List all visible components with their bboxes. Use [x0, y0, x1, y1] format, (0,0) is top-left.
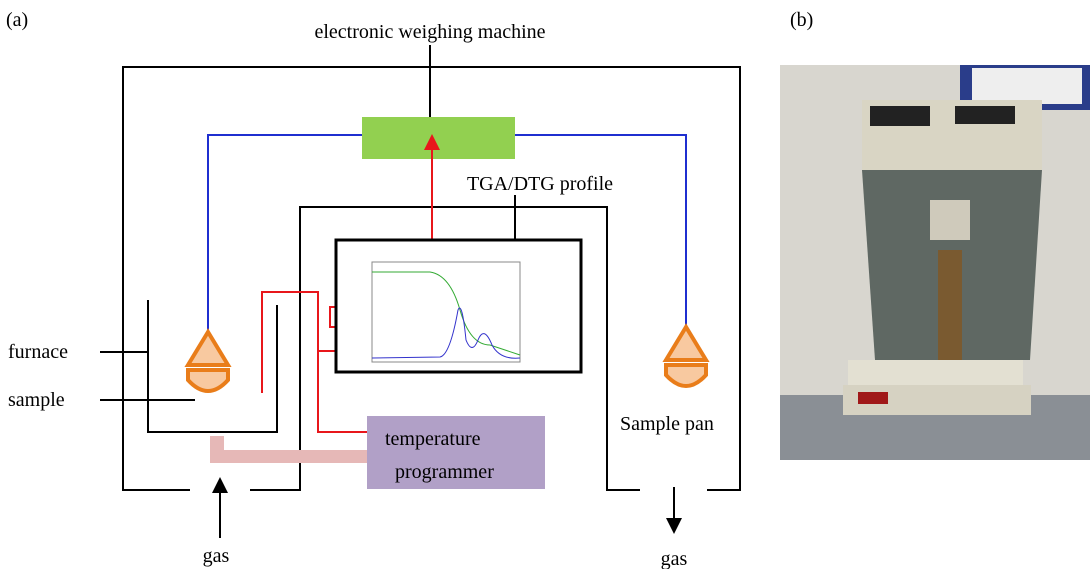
weighing-label: electronic weighing machine [314, 21, 545, 43]
balance [362, 117, 515, 159]
gas-label: gas [661, 548, 688, 569]
panel-label: (a) [6, 9, 28, 31]
diagram: (a) (b) electronic weighing machine TGA/… [0, 0, 1091, 569]
gas-line [210, 436, 367, 463]
sample-label: sample [8, 389, 65, 411]
profile-label: TGA/DTG profile [467, 173, 613, 195]
programmer-label: programmer [395, 461, 494, 483]
photo [780, 65, 1090, 460]
gas-label: gas [203, 545, 230, 567]
panel-label: (b) [790, 9, 813, 31]
furnace-label: furnace [8, 341, 68, 363]
programmer-label: temperature [385, 428, 481, 450]
pan-label: Sample pan [620, 413, 714, 435]
